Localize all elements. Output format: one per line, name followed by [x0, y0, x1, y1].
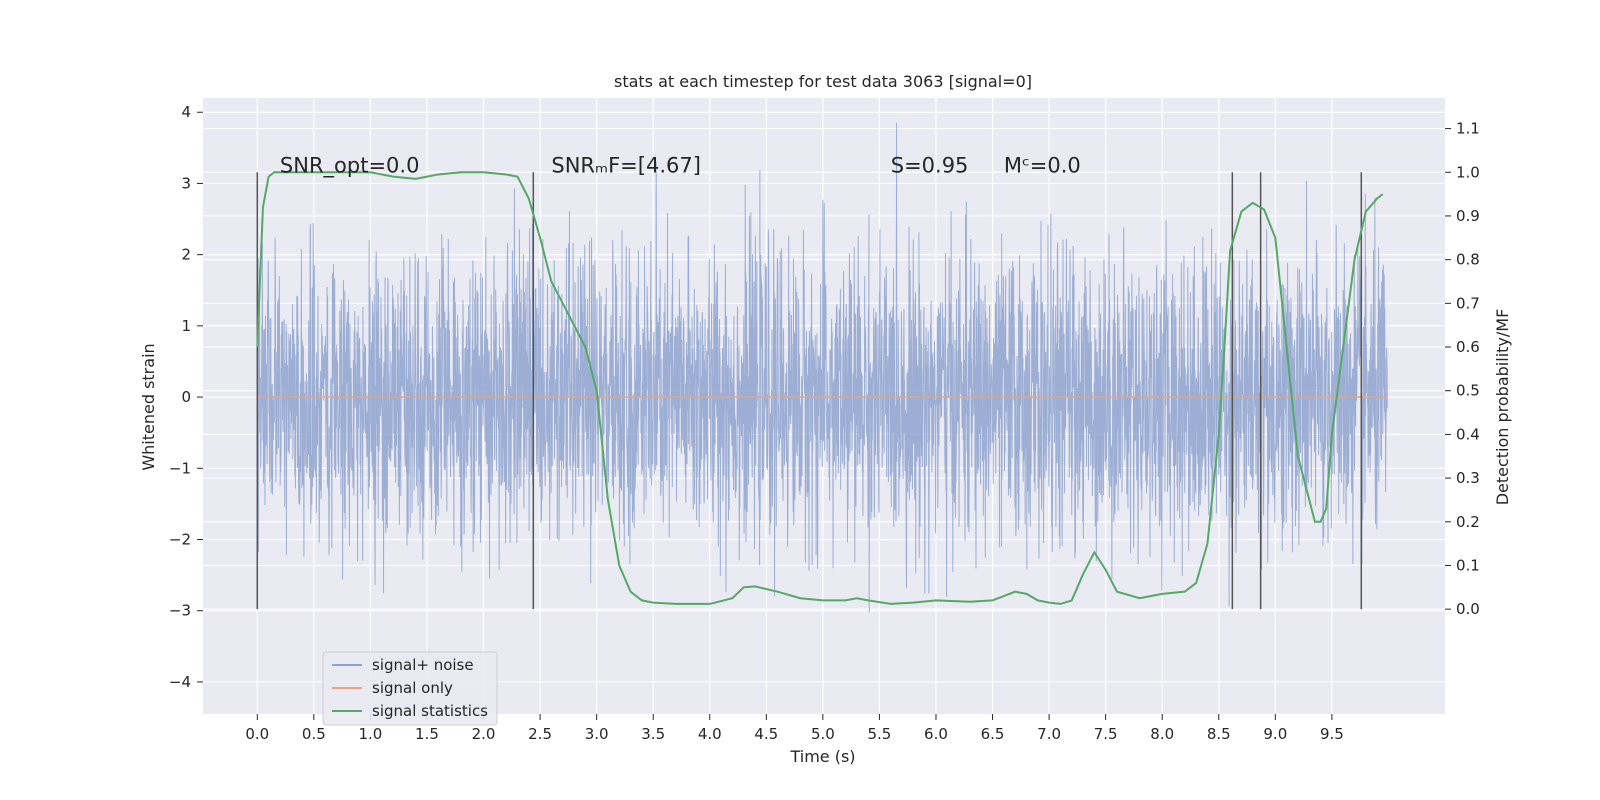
y2-tick-label: 0.6 — [1456, 338, 1480, 356]
annotation-text: Mᶜ=0.0 — [1004, 153, 1081, 177]
y2-tick-label: 1.1 — [1456, 120, 1480, 138]
x-tick-label: 6.5 — [981, 725, 1005, 743]
x-tick-label: 7.5 — [1094, 725, 1118, 743]
legend-label-signal-noise: signal+ noise — [372, 656, 474, 674]
legend-box — [322, 651, 498, 726]
signal-noise-series — [256, 122, 1388, 613]
annotations: SNR_opt=0.0 SNRₘF=[4.67] S=0.95 Mᶜ=0.0 — [280, 153, 1081, 178]
x-axis-ticks: 0.0 0.5 1.0 1.5 2.0 2.5 3.0 3.5 4.0 4.5 5.0 5.5 6.0 6… — [245, 714, 1344, 743]
y2-tick-label: 0.9 — [1456, 207, 1480, 225]
right-axis-ticks: 1.1 1.0 0.9 0.8 0.7 0.6 0.5 0.4 0.3 0.2 0.1 0.0 — [1445, 120, 1480, 618]
y2-tick-label: 0.4 — [1456, 425, 1480, 443]
legend-label-signal-only: signal only — [372, 679, 453, 697]
legend-label-signal-statistics: signal statistics — [372, 702, 488, 720]
y2-tick-label: 0.1 — [1456, 556, 1480, 574]
signal-noise-line — [256, 122, 1388, 613]
y-tick-label: 0 — [181, 388, 191, 406]
x-tick-label: 3.0 — [585, 725, 609, 743]
y2-axis-label: Detection probability/MF — [1493, 309, 1512, 506]
x-tick-label: 2.5 — [528, 725, 552, 743]
x-tick-label: 2.0 — [472, 725, 496, 743]
chart-title: stats at each timestep for test data 306… — [614, 72, 1032, 91]
y2-tick-label: 0.8 — [1456, 251, 1480, 269]
x-tick-label: 3.5 — [641, 725, 665, 743]
vertical-markers — [256, 172, 1363, 610]
y-axis-label: Whitened strain — [139, 343, 158, 470]
y2-tick-label: 0.0 — [1456, 600, 1480, 618]
x-tick-label: 9.0 — [1263, 725, 1287, 743]
left-axis-ticks: 4 3 2 1 0 −1 −2 −3 −4 — [169, 103, 203, 691]
x-tick-label: 4.0 — [698, 725, 722, 743]
legend: signal+ noise signal only signal statist… — [322, 651, 498, 726]
y-tick-label: 3 — [181, 174, 191, 192]
signal-statistics-series — [256, 171, 1384, 605]
annotation-text: SNRₘF=[4.67] — [551, 153, 701, 177]
y-tick-label: 2 — [181, 246, 191, 264]
y-tick-label: 4 — [181, 103, 191, 121]
signal-statistics-line — [256, 171, 1384, 605]
y-tick-label: −1 — [169, 459, 191, 477]
x-tick-label: 8.5 — [1207, 725, 1231, 743]
x-tick-label: 0.0 — [245, 725, 269, 743]
x-tick-label: 6.0 — [924, 725, 948, 743]
x-tick-label: 1.0 — [358, 725, 382, 743]
x-axis-label: Time (s) — [789, 747, 855, 766]
y-tick-label: −3 — [169, 602, 191, 620]
y2-tick-label: 0.2 — [1456, 513, 1480, 531]
annotation-text: S=0.95 — [891, 153, 969, 177]
y-tick-label: −4 — [169, 673, 191, 691]
y2-tick-label: 1.0 — [1456, 163, 1480, 181]
x-tick-label: 7.0 — [1037, 725, 1061, 743]
annotation-text: SNR_opt=0.0 — [280, 153, 420, 178]
y2-tick-label: 0.5 — [1456, 382, 1480, 400]
x-tick-label: 5.0 — [811, 725, 835, 743]
x-tick-label: 9.5 — [1320, 725, 1344, 743]
y-tick-label: −2 — [169, 531, 191, 549]
x-tick-label: 5.5 — [867, 725, 891, 743]
y2-tick-label: 0.3 — [1456, 469, 1480, 487]
y-tick-label: 1 — [181, 317, 191, 335]
x-tick-label: 0.5 — [302, 725, 326, 743]
x-tick-label: 1.5 — [415, 725, 439, 743]
y2-tick-label: 0.7 — [1456, 294, 1480, 312]
x-tick-label: 8.0 — [1150, 725, 1174, 743]
x-tick-label: 4.5 — [754, 725, 778, 743]
